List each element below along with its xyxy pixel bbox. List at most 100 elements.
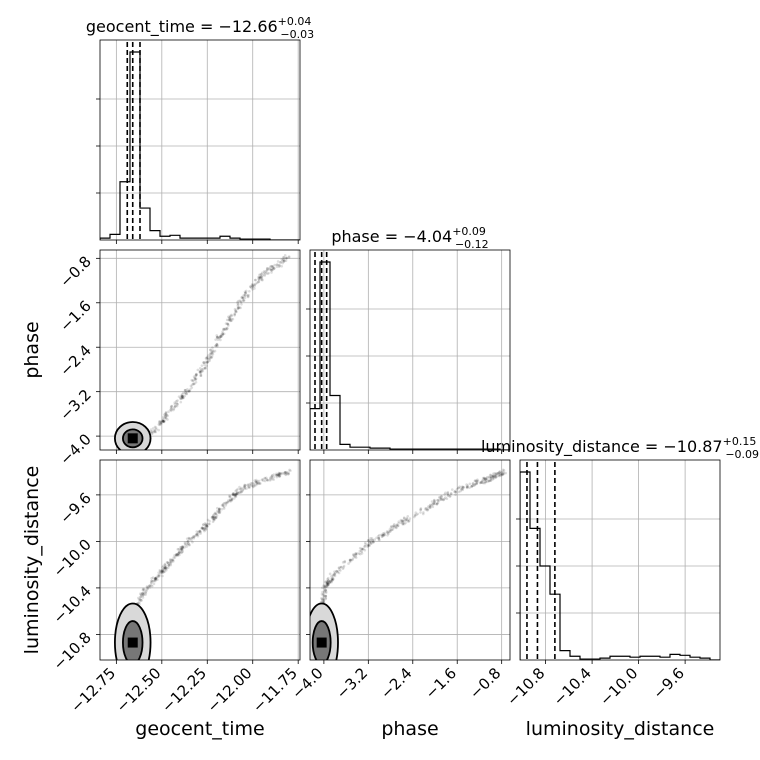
sample-point: [212, 517, 216, 521]
sample-point: [212, 350, 215, 354]
sample-point: [431, 505, 435, 509]
sample-point: [363, 548, 367, 552]
sample-point: [479, 481, 483, 484]
sample-point: [219, 338, 222, 342]
sample-point: [233, 313, 236, 317]
sample-point: [179, 394, 183, 398]
sample-point: [282, 258, 285, 262]
sample-point: [282, 259, 286, 263]
sample-point: [204, 527, 208, 531]
sample-point: [382, 532, 386, 536]
sample-point: [192, 382, 195, 386]
sample-point: [429, 506, 432, 510]
sample-point: [413, 513, 417, 517]
sample-point: [247, 485, 250, 489]
sample-point: [239, 306, 242, 310]
sample-point: [243, 485, 246, 489]
sample-point: [471, 484, 474, 488]
sample-point: [161, 419, 165, 422]
sample-point: [339, 565, 343, 569]
y-tick-label-phase: −3.2: [56, 386, 94, 424]
sample-point: [282, 257, 285, 261]
sample-point: [381, 533, 384, 537]
sample-point: [436, 501, 440, 504]
sample-point: [211, 346, 214, 349]
sample-point: [176, 402, 179, 406]
sample-point: [159, 422, 163, 426]
sample-point: [370, 537, 374, 540]
sample-point: [172, 556, 175, 559]
sample-point: [190, 536, 193, 540]
sample-point: [322, 585, 326, 588]
sample-point: [181, 547, 184, 550]
sample-point: [387, 530, 391, 534]
sample-point: [277, 471, 281, 475]
sample-point: [141, 596, 145, 599]
sample-point: [381, 532, 385, 535]
sample-point: [226, 500, 230, 504]
sample-point: [271, 265, 275, 268]
sample-point: [171, 558, 175, 562]
sample-point: [187, 390, 191, 393]
sample-point: [426, 507, 430, 511]
sample-point: [138, 600, 141, 604]
sample-point: [190, 538, 193, 542]
sample-point: [498, 474, 501, 478]
sample-point: [179, 547, 183, 551]
sample-point: [377, 538, 381, 541]
samples-phase-luminosity_distance: [317, 468, 507, 648]
sample-point: [228, 499, 232, 503]
sample-point: [499, 472, 503, 476]
sample-point: [194, 373, 198, 376]
sample-point: [161, 420, 164, 423]
sample-point: [358, 546, 362, 550]
y-axis-label-phase: phase: [21, 321, 43, 378]
x-tick-label-phase: −0.8: [466, 664, 504, 702]
sample-point: [416, 512, 420, 516]
y-tick-label-phase: −0.8: [56, 252, 94, 290]
sample-point: [254, 478, 258, 482]
sample-point: [183, 546, 186, 549]
sample-point: [244, 291, 247, 295]
sample-point: [163, 565, 167, 569]
sample-point: [163, 416, 167, 420]
sample-point: [200, 370, 203, 373]
sample-point: [161, 419, 165, 423]
sample-point: [206, 360, 209, 364]
panels: [96, 39, 721, 664]
sample-point: [173, 405, 176, 409]
sample-point: [203, 526, 207, 529]
sample-point: [278, 474, 282, 478]
sample-point: [504, 471, 507, 475]
sample-point: [185, 545, 188, 548]
sample-point: [158, 573, 161, 576]
sample-point: [153, 578, 157, 582]
sample-point: [370, 542, 373, 545]
sample-point: [431, 502, 434, 506]
sample-point: [201, 526, 204, 530]
sample-point: [177, 395, 181, 398]
sample-point: [254, 480, 258, 484]
sample-point: [163, 570, 167, 573]
sample-point: [331, 573, 335, 577]
sample-point: [148, 584, 151, 587]
sample-point: [444, 496, 447, 499]
sample-point: [440, 497, 444, 501]
sample-point: [449, 492, 453, 496]
sample-point: [199, 370, 203, 374]
sample-point: [283, 254, 287, 257]
sample-point: [251, 285, 255, 289]
sample-point: [230, 497, 234, 500]
sample-point: [272, 266, 275, 270]
sample-point: [235, 310, 238, 314]
y-tick-label-luminosity_distance: −10.8: [50, 629, 95, 674]
sample-point: [228, 495, 232, 499]
sample-point: [252, 484, 255, 488]
sample-point: [448, 495, 452, 498]
sample-point: [482, 481, 485, 485]
sample-point: [254, 483, 257, 486]
sample-point: [231, 492, 235, 496]
sample-point: [157, 571, 160, 574]
sample-point: [169, 561, 172, 565]
sample-point: [224, 322, 228, 325]
